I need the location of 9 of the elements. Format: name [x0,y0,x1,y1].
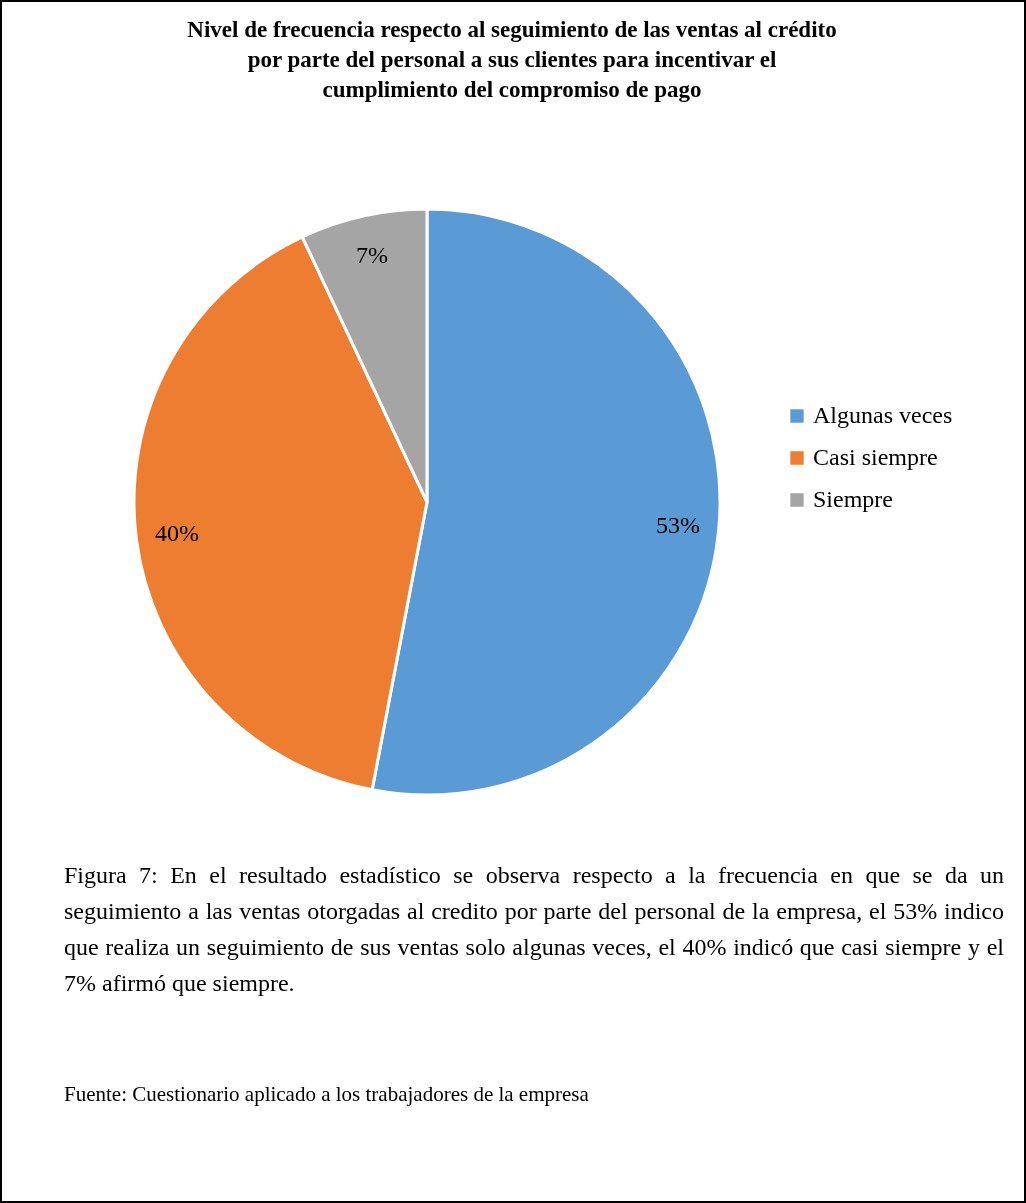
legend-label: Algunas veces [813,402,953,428]
text: Figura 7: En el resultado estadístico se observa respecto a la frecuencia en que se da un seguimiento a las ventas otorgadas al credito por parte del personal de la empresa, el 53% indico que realiza un seguimiento de sus ventas solo algunas veces, el 40% indicó que casi siempre y el 7% afirmó que siempre. [64,861,1004,998]
data-label: 53% [655,511,700,538]
chart-title: Nivel de frecuencia respecto al seguimiento de las ventas al crédito por parte del personal a sus clientes para incentivar el cumplimiento del compromiso de pago [187,17,837,102]
data-label: 40% [154,519,199,546]
legend-label: Casi siempre [813,444,938,470]
data-label: 7% [356,242,389,269]
legend-label: Siempre [813,486,893,512]
source-note: Fuente: Cuestionario aplicado a los trabajadores de la empresa [64,1081,590,1108]
